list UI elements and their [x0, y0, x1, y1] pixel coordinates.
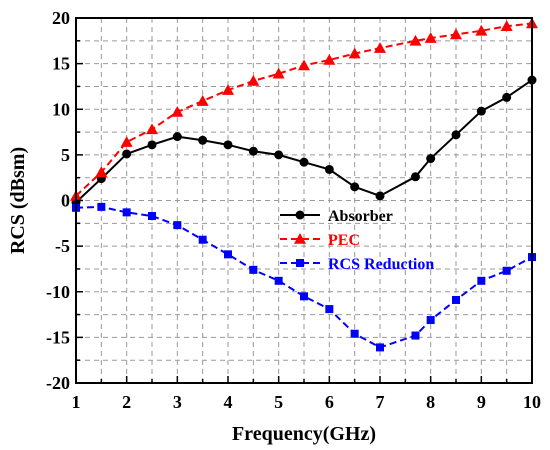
- x-tick-label: 7: [376, 392, 385, 412]
- x-axis-label: Frequency(GHz): [232, 423, 376, 445]
- rcs-reduction-point: [411, 331, 420, 340]
- absorber-point: [375, 191, 385, 201]
- absorber-point: [223, 140, 233, 150]
- y-tick-label: -20: [46, 373, 70, 393]
- pec-point: [348, 47, 361, 59]
- legend-marker-rcs-reduction: [296, 259, 304, 267]
- x-tick-label: 3: [173, 392, 182, 412]
- x-tick-label: 8: [426, 392, 435, 412]
- pec-point: [222, 84, 234, 95]
- y-tick-label: -15: [46, 327, 70, 347]
- legend-marker-absorber: [295, 210, 305, 220]
- absorber-point: [147, 140, 157, 150]
- pec-point: [475, 24, 488, 36]
- y-tick-label: 5: [61, 145, 70, 165]
- pec-point: [146, 123, 158, 135]
- axis-ticks: 1 2 3 4 5 6 7 8 9 10 -20 -15 -10 -5 0 5 10 15 20: [46, 8, 541, 412]
- pec-point: [323, 53, 336, 65]
- y-tick-label: 10: [52, 99, 70, 119]
- rcs-reduction-point: [452, 295, 460, 304]
- absorber-point: [350, 182, 360, 192]
- rcs-reduction-point: [249, 265, 258, 274]
- rcs-reduction-point: [300, 292, 308, 301]
- y-tick-label: -5: [55, 236, 70, 256]
- pec-point: [196, 95, 209, 106]
- pec-point: [409, 34, 422, 46]
- pec-point: [120, 136, 133, 147]
- rcs-reduction-point: [274, 276, 283, 285]
- rcs-reduction-point: [477, 276, 486, 285]
- rcs-reduction-point: [376, 343, 384, 352]
- y-tick-label: -10: [46, 282, 70, 302]
- grid: [76, 18, 532, 383]
- rcs-reduction-point: [97, 202, 106, 211]
- x-tick-label: 1: [72, 392, 81, 412]
- rcs-reduction-point: [173, 221, 182, 230]
- legend-label-pec: PEC: [328, 232, 360, 249]
- pec-point: [247, 74, 260, 86]
- absorber-point: [248, 146, 258, 156]
- x-tick-label: 4: [224, 392, 233, 412]
- pec-point: [500, 20, 513, 32]
- pec-point: [374, 42, 386, 53]
- series-layer: [70, 17, 538, 352]
- rcs-reduction-point: [198, 235, 207, 244]
- x-tick-label: 9: [477, 392, 486, 412]
- y-axis-label: RCS (dBsm): [7, 147, 29, 254]
- absorber-point: [324, 164, 334, 174]
- y-tick-label: 15: [52, 54, 70, 74]
- rcs-reduction-point: [502, 266, 511, 275]
- y-tick-label: 20: [52, 8, 70, 28]
- pec-point: [95, 166, 108, 178]
- x-tick-label: 10: [523, 392, 541, 412]
- absorber-point: [274, 150, 284, 160]
- pec-point: [272, 67, 285, 79]
- absorber-point: [299, 157, 309, 167]
- pec-point: [450, 28, 462, 40]
- x-tick-label: 5: [274, 392, 283, 412]
- pec-point: [171, 105, 184, 117]
- series-absorber: [71, 75, 537, 207]
- x-tick-label: 2: [122, 392, 131, 412]
- y-tick-label: 0: [61, 191, 70, 211]
- legend-marker-pec: [294, 233, 306, 244]
- absorber-point: [198, 135, 208, 145]
- rcs-reduction-point: [148, 212, 156, 221]
- absorber-point: [476, 106, 486, 116]
- pec-point: [424, 32, 437, 43]
- absorber-point: [122, 149, 132, 159]
- rcs-reduction-point: [224, 250, 232, 259]
- rcs-reduction-point: [426, 316, 435, 325]
- x-tick-label: 6: [325, 392, 334, 412]
- legend: Absorber PEC RCS Reduction: [280, 208, 434, 273]
- legend-label-absorber: Absorber: [328, 208, 393, 225]
- rcs-reduction-point: [350, 329, 359, 338]
- absorber-point: [502, 92, 512, 102]
- absorber-point: [410, 172, 420, 182]
- legend-label-rcs-reduction: RCS Reduction: [328, 256, 434, 273]
- rcs-reduction-point: [122, 208, 131, 217]
- rcs-reduction-point: [325, 305, 334, 314]
- absorber-point: [426, 154, 436, 164]
- absorber-point: [451, 130, 461, 140]
- pec-point: [298, 59, 310, 71]
- absorber-point: [172, 132, 182, 142]
